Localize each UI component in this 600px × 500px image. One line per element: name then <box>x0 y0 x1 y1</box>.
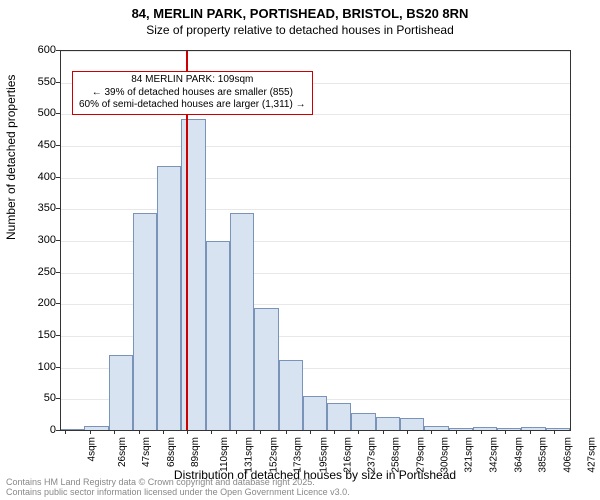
x-tick-label: 26sqm <box>117 437 128 467</box>
annotation-box: 84 MERLIN PARK: 109sqm← 39% of detached … <box>72 71 313 115</box>
histogram-bar <box>230 213 254 432</box>
y-tick-mark <box>56 113 60 114</box>
y-tick-label: 500 <box>16 107 56 119</box>
x-tick-mark <box>310 430 311 434</box>
x-tick-mark <box>65 430 66 434</box>
gridline <box>60 146 570 147</box>
histogram-bar <box>303 396 327 431</box>
x-tick-mark <box>260 430 261 434</box>
y-tick-label: 300 <box>16 234 56 246</box>
footer-attribution: Contains HM Land Registry data © Crown c… <box>6 478 350 498</box>
x-tick-mark <box>236 430 237 434</box>
gridline <box>60 209 570 210</box>
gridline <box>60 51 570 52</box>
histogram-bar <box>157 166 181 431</box>
y-tick-label: 150 <box>16 329 56 341</box>
y-tick-mark <box>56 398 60 399</box>
histogram-bar <box>327 403 351 432</box>
y-tick-mark <box>56 272 60 273</box>
gridline <box>60 178 570 179</box>
histogram-bar <box>109 355 133 431</box>
x-tick-mark <box>481 430 482 434</box>
histogram-bar <box>279 360 303 431</box>
y-tick-label: 350 <box>16 202 56 214</box>
histogram-bar <box>206 241 230 431</box>
histogram-bar <box>376 417 400 431</box>
histogram-bar <box>133 213 157 432</box>
y-tick-mark <box>56 177 60 178</box>
y-tick-label: 400 <box>16 171 56 183</box>
x-tick-mark <box>286 430 287 434</box>
x-tick-label: 110sqm <box>219 437 230 472</box>
y-tick-mark <box>56 335 60 336</box>
x-tick-mark <box>211 430 212 434</box>
plot-area: 84 MERLIN PARK: 109sqm← 39% of detached … <box>60 50 571 431</box>
y-tick-mark <box>56 50 60 51</box>
y-tick-mark <box>56 367 60 368</box>
chart-container: 84, MERLIN PARK, PORTISHEAD, BRISTOL, BS… <box>0 0 600 500</box>
x-tick-label: 68sqm <box>166 437 177 467</box>
y-tick-mark <box>56 430 60 431</box>
x-tick-mark <box>163 430 164 434</box>
x-tick-mark <box>407 430 408 434</box>
x-tick-mark <box>431 430 432 434</box>
x-tick-mark <box>358 430 359 434</box>
x-tick-mark <box>456 430 457 434</box>
x-tick-mark <box>530 430 531 434</box>
y-tick-mark <box>56 208 60 209</box>
x-tick-mark <box>383 430 384 434</box>
y-tick-label: 450 <box>16 139 56 151</box>
y-tick-label: 250 <box>16 266 56 278</box>
y-axis-line <box>60 50 61 430</box>
y-tick-label: 100 <box>16 361 56 373</box>
annotation-line-1: 84 MERLIN PARK: 109sqm <box>79 74 306 87</box>
x-tick-mark <box>505 430 506 434</box>
x-tick-label: 427sqm <box>586 437 597 473</box>
y-tick-label: 200 <box>16 297 56 309</box>
y-tick-mark <box>56 240 60 241</box>
x-tick-mark <box>114 430 115 434</box>
x-tick-label: 47sqm <box>141 437 152 467</box>
histogram-bar <box>351 413 375 431</box>
x-axis-line <box>60 430 570 431</box>
x-tick-label: 4sqm <box>86 437 97 461</box>
y-tick-label: 0 <box>16 424 56 436</box>
y-axis-label: Number of detached properties <box>4 75 18 240</box>
footer-line-2: Contains public sector information licen… <box>6 488 350 498</box>
chart-title: 84, MERLIN PARK, PORTISHEAD, BRISTOL, BS… <box>0 0 600 21</box>
x-tick-mark <box>334 430 335 434</box>
y-tick-label: 50 <box>16 392 56 404</box>
y-tick-mark <box>56 82 60 83</box>
x-tick-mark <box>554 430 555 434</box>
annotation-line-2: ← 39% of detached houses are smaller (85… <box>79 87 306 100</box>
x-tick-mark <box>187 430 188 434</box>
x-tick-mark <box>90 430 91 434</box>
histogram-bar <box>254 308 278 432</box>
y-tick-label: 600 <box>16 44 56 56</box>
y-tick-mark <box>56 145 60 146</box>
y-tick-mark <box>56 303 60 304</box>
x-tick-label: 89sqm <box>190 437 201 467</box>
chart-subtitle: Size of property relative to detached ho… <box>0 21 600 37</box>
y-tick-label: 550 <box>16 76 56 88</box>
annotation-line-3: 60% of semi-detached houses are larger (… <box>79 99 306 112</box>
x-tick-mark <box>139 430 140 434</box>
